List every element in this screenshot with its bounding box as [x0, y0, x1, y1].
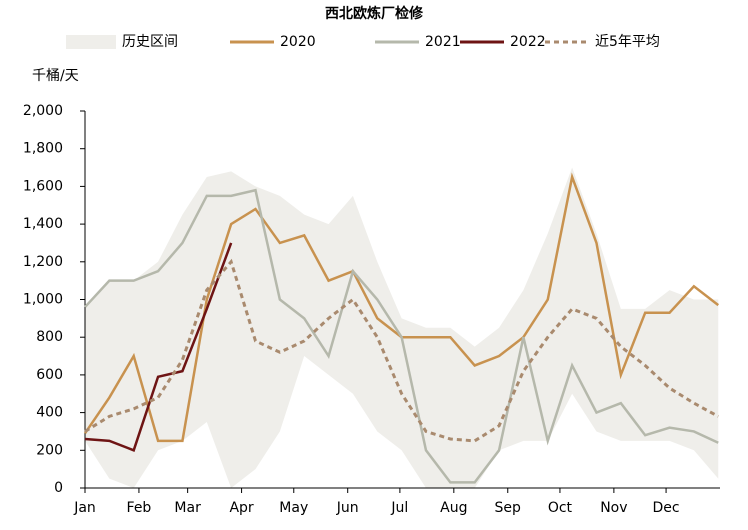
legend-label: 近5年平均 [595, 34, 660, 50]
y-tick-label: 1,000 [23, 292, 63, 308]
x-tick-label: Jan [73, 500, 96, 516]
x-tick-label: Dec [653, 500, 680, 516]
x-tick-label: Apr [229, 500, 253, 516]
range-band [85, 167, 719, 489]
y-tick-label: 1,400 [23, 216, 63, 232]
y-tick-label: 2,000 [23, 103, 63, 119]
x-tick-label: Feb [127, 500, 152, 516]
x-tick-label: Sep [495, 500, 522, 516]
x-tick-label: Jun [336, 500, 359, 516]
series-line [84, 242, 233, 452]
x-tick-label: Jul [390, 500, 408, 516]
legend-label: 2022 [510, 34, 546, 50]
series-line [84, 258, 719, 443]
y-tick-label: 400 [36, 405, 63, 421]
y-tick-label: 800 [36, 329, 63, 345]
legend-label: 2020 [280, 34, 316, 50]
x-tick-label: Aug [440, 500, 467, 516]
legend-label: 2021 [425, 34, 461, 50]
series-line [84, 188, 719, 484]
y-tick-label: 0 [54, 480, 63, 496]
chart-title: 西北欧炼厂检修 [325, 5, 424, 22]
legend-swatch [66, 35, 116, 49]
x-tick-label: Oct [548, 500, 573, 516]
y-tick-label: 200 [36, 442, 63, 458]
y-tick-label: 600 [36, 367, 63, 383]
y-tick-label: 1,600 [23, 178, 63, 194]
x-tick-label: May [279, 500, 308, 516]
legend-label: 历史区间 [122, 34, 178, 50]
x-tick-label: Mar [174, 500, 201, 516]
y-tick-label: 1,800 [23, 141, 63, 157]
y-tick-label: 1,200 [23, 254, 63, 270]
x-tick-label: Nov [600, 500, 627, 516]
y-axis-label: 千桶/天 [32, 68, 79, 84]
